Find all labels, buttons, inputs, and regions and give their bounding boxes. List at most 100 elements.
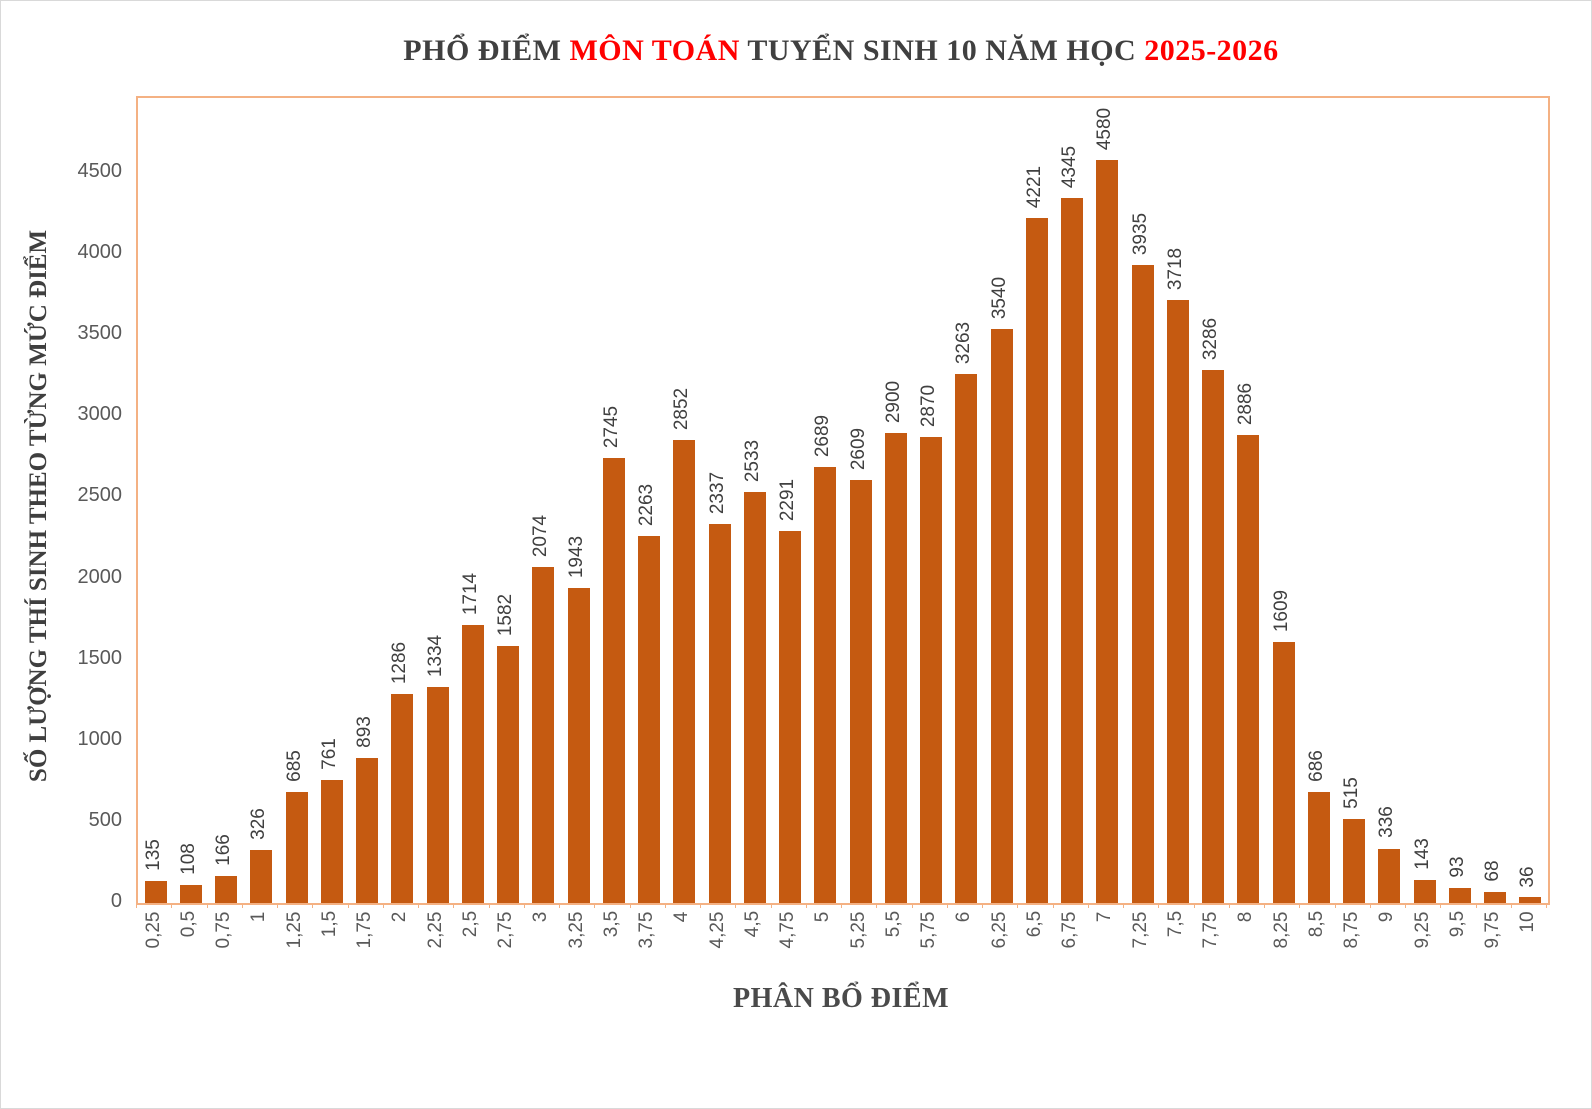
x-tick-mark xyxy=(876,903,878,908)
x-tick-mark xyxy=(1087,903,1089,908)
bar-value-label: 3263 xyxy=(953,321,975,364)
bar-value-label: 2852 xyxy=(671,388,693,431)
x-tick-mark xyxy=(1510,903,1512,908)
x-tick-mark xyxy=(171,903,173,908)
y-tick-label: 2500 xyxy=(77,484,123,507)
x-tick-mark xyxy=(946,903,948,908)
x-tick-label: 3,25 xyxy=(565,911,587,948)
x-tick-mark xyxy=(841,903,842,908)
x-tick-label: 1,75 xyxy=(354,911,376,948)
bar xyxy=(356,758,379,903)
y-tick-label: 1500 xyxy=(77,646,123,669)
x-tick-mark xyxy=(1546,903,1547,908)
y-tick-label: 4500 xyxy=(77,159,123,182)
bar xyxy=(955,373,978,903)
bar xyxy=(426,686,449,903)
bar xyxy=(1448,887,1471,903)
x-tick-label: 8 xyxy=(1235,911,1257,922)
bar xyxy=(497,646,520,903)
bar xyxy=(1237,434,1260,903)
bar xyxy=(144,881,167,903)
bar-value-label: 2337 xyxy=(706,471,728,515)
chart-title: PHỔ ĐIỂM MÔN TOÁN TUYỂN SINH 10 NĂM HỌC … xyxy=(136,34,1546,68)
x-tick-label: 0,75 xyxy=(213,911,235,948)
bar xyxy=(1519,897,1542,903)
bar-value-label: 2533 xyxy=(741,439,763,483)
bar-value-label: 761 xyxy=(318,737,340,770)
x-tick-label: 1 xyxy=(248,911,270,922)
bar-value-label: 2689 xyxy=(812,414,834,457)
x-tick-mark xyxy=(1193,903,1195,908)
x-tick-mark xyxy=(418,903,419,908)
x-tick-mark xyxy=(911,903,913,908)
bar xyxy=(602,457,625,903)
x-tick-label: 5,25 xyxy=(847,911,869,948)
x-tick-label: 4,5 xyxy=(741,910,763,938)
bar-value-label: 143 xyxy=(1411,837,1433,870)
bar xyxy=(1096,160,1119,903)
x-tick-mark xyxy=(1158,903,1160,908)
x-tick-mark xyxy=(382,903,384,908)
bar-value-label: 3935 xyxy=(1129,212,1151,255)
x-tick-label: 2,5 xyxy=(459,910,481,938)
bar xyxy=(1025,218,1048,903)
bar xyxy=(1413,879,1436,903)
x-tick-label: 9 xyxy=(1376,911,1398,922)
x-tick-mark xyxy=(1299,903,1301,908)
x-tick-mark xyxy=(805,903,807,908)
bar-value-label: 2745 xyxy=(600,405,622,448)
y-tick-label: 3000 xyxy=(77,403,123,426)
bar xyxy=(250,850,273,903)
x-tick-label: 6 xyxy=(953,911,975,922)
bar-value-label: 326 xyxy=(248,808,270,840)
x-tick-mark xyxy=(1440,903,1442,908)
x-tick-label: 6,25 xyxy=(988,911,1010,948)
bar-value-label: 108 xyxy=(177,843,199,876)
x-tick-mark xyxy=(1264,903,1265,908)
y-tick-label: 2000 xyxy=(77,565,123,588)
bar-value-label: 166 xyxy=(213,834,235,866)
bar-value-label: 893 xyxy=(354,716,376,748)
x-tick-mark xyxy=(241,903,243,908)
bar-value-label: 1582 xyxy=(495,594,517,637)
x-tick-label: 7 xyxy=(1094,911,1116,922)
bar xyxy=(1307,791,1330,903)
bar-value-label: 1943 xyxy=(565,535,587,578)
x-tick-label: 8,75 xyxy=(1341,911,1363,948)
bar-value-label: 1714 xyxy=(459,572,481,616)
bar xyxy=(1166,299,1189,903)
x-tick-label: 1,5 xyxy=(318,910,340,938)
bar xyxy=(215,876,238,903)
x-tick-label: 7,75 xyxy=(1200,911,1222,948)
x-tick-label: 8,25 xyxy=(1270,911,1292,948)
bar xyxy=(391,694,414,903)
bar-value-label: 1334 xyxy=(424,634,446,677)
bar-value-label: 4221 xyxy=(1023,166,1045,209)
bar-value-label: 3540 xyxy=(988,276,1010,319)
bar-value-label: 2886 xyxy=(1235,382,1257,425)
bar-value-label: 2074 xyxy=(530,514,552,557)
bar-value-label: 4580 xyxy=(1094,107,1116,151)
x-tick-mark xyxy=(488,903,490,908)
x-tick-label: 4,25 xyxy=(706,911,728,948)
bar xyxy=(1343,819,1366,903)
x-tick-mark xyxy=(629,903,631,908)
y-tick-label: 4000 xyxy=(77,241,123,264)
bar xyxy=(814,466,837,903)
bar xyxy=(532,566,555,903)
x-tick-label: 5,75 xyxy=(918,911,940,948)
x-tick-mark xyxy=(770,903,772,908)
bar xyxy=(1378,848,1401,903)
x-tick-label: 4,75 xyxy=(777,911,799,948)
bar xyxy=(320,779,343,903)
x-tick-label: 3 xyxy=(530,911,552,922)
chart-title-segment: TUYỂN SINH 10 NĂM HỌC xyxy=(739,34,1145,67)
bar-value-label: 36 xyxy=(1517,866,1539,888)
bar-value-label: 2263 xyxy=(636,483,658,527)
bar xyxy=(779,531,802,903)
bar xyxy=(1202,369,1225,903)
x-tick-mark xyxy=(347,903,349,908)
bar xyxy=(1272,641,1295,903)
bar xyxy=(990,328,1013,903)
